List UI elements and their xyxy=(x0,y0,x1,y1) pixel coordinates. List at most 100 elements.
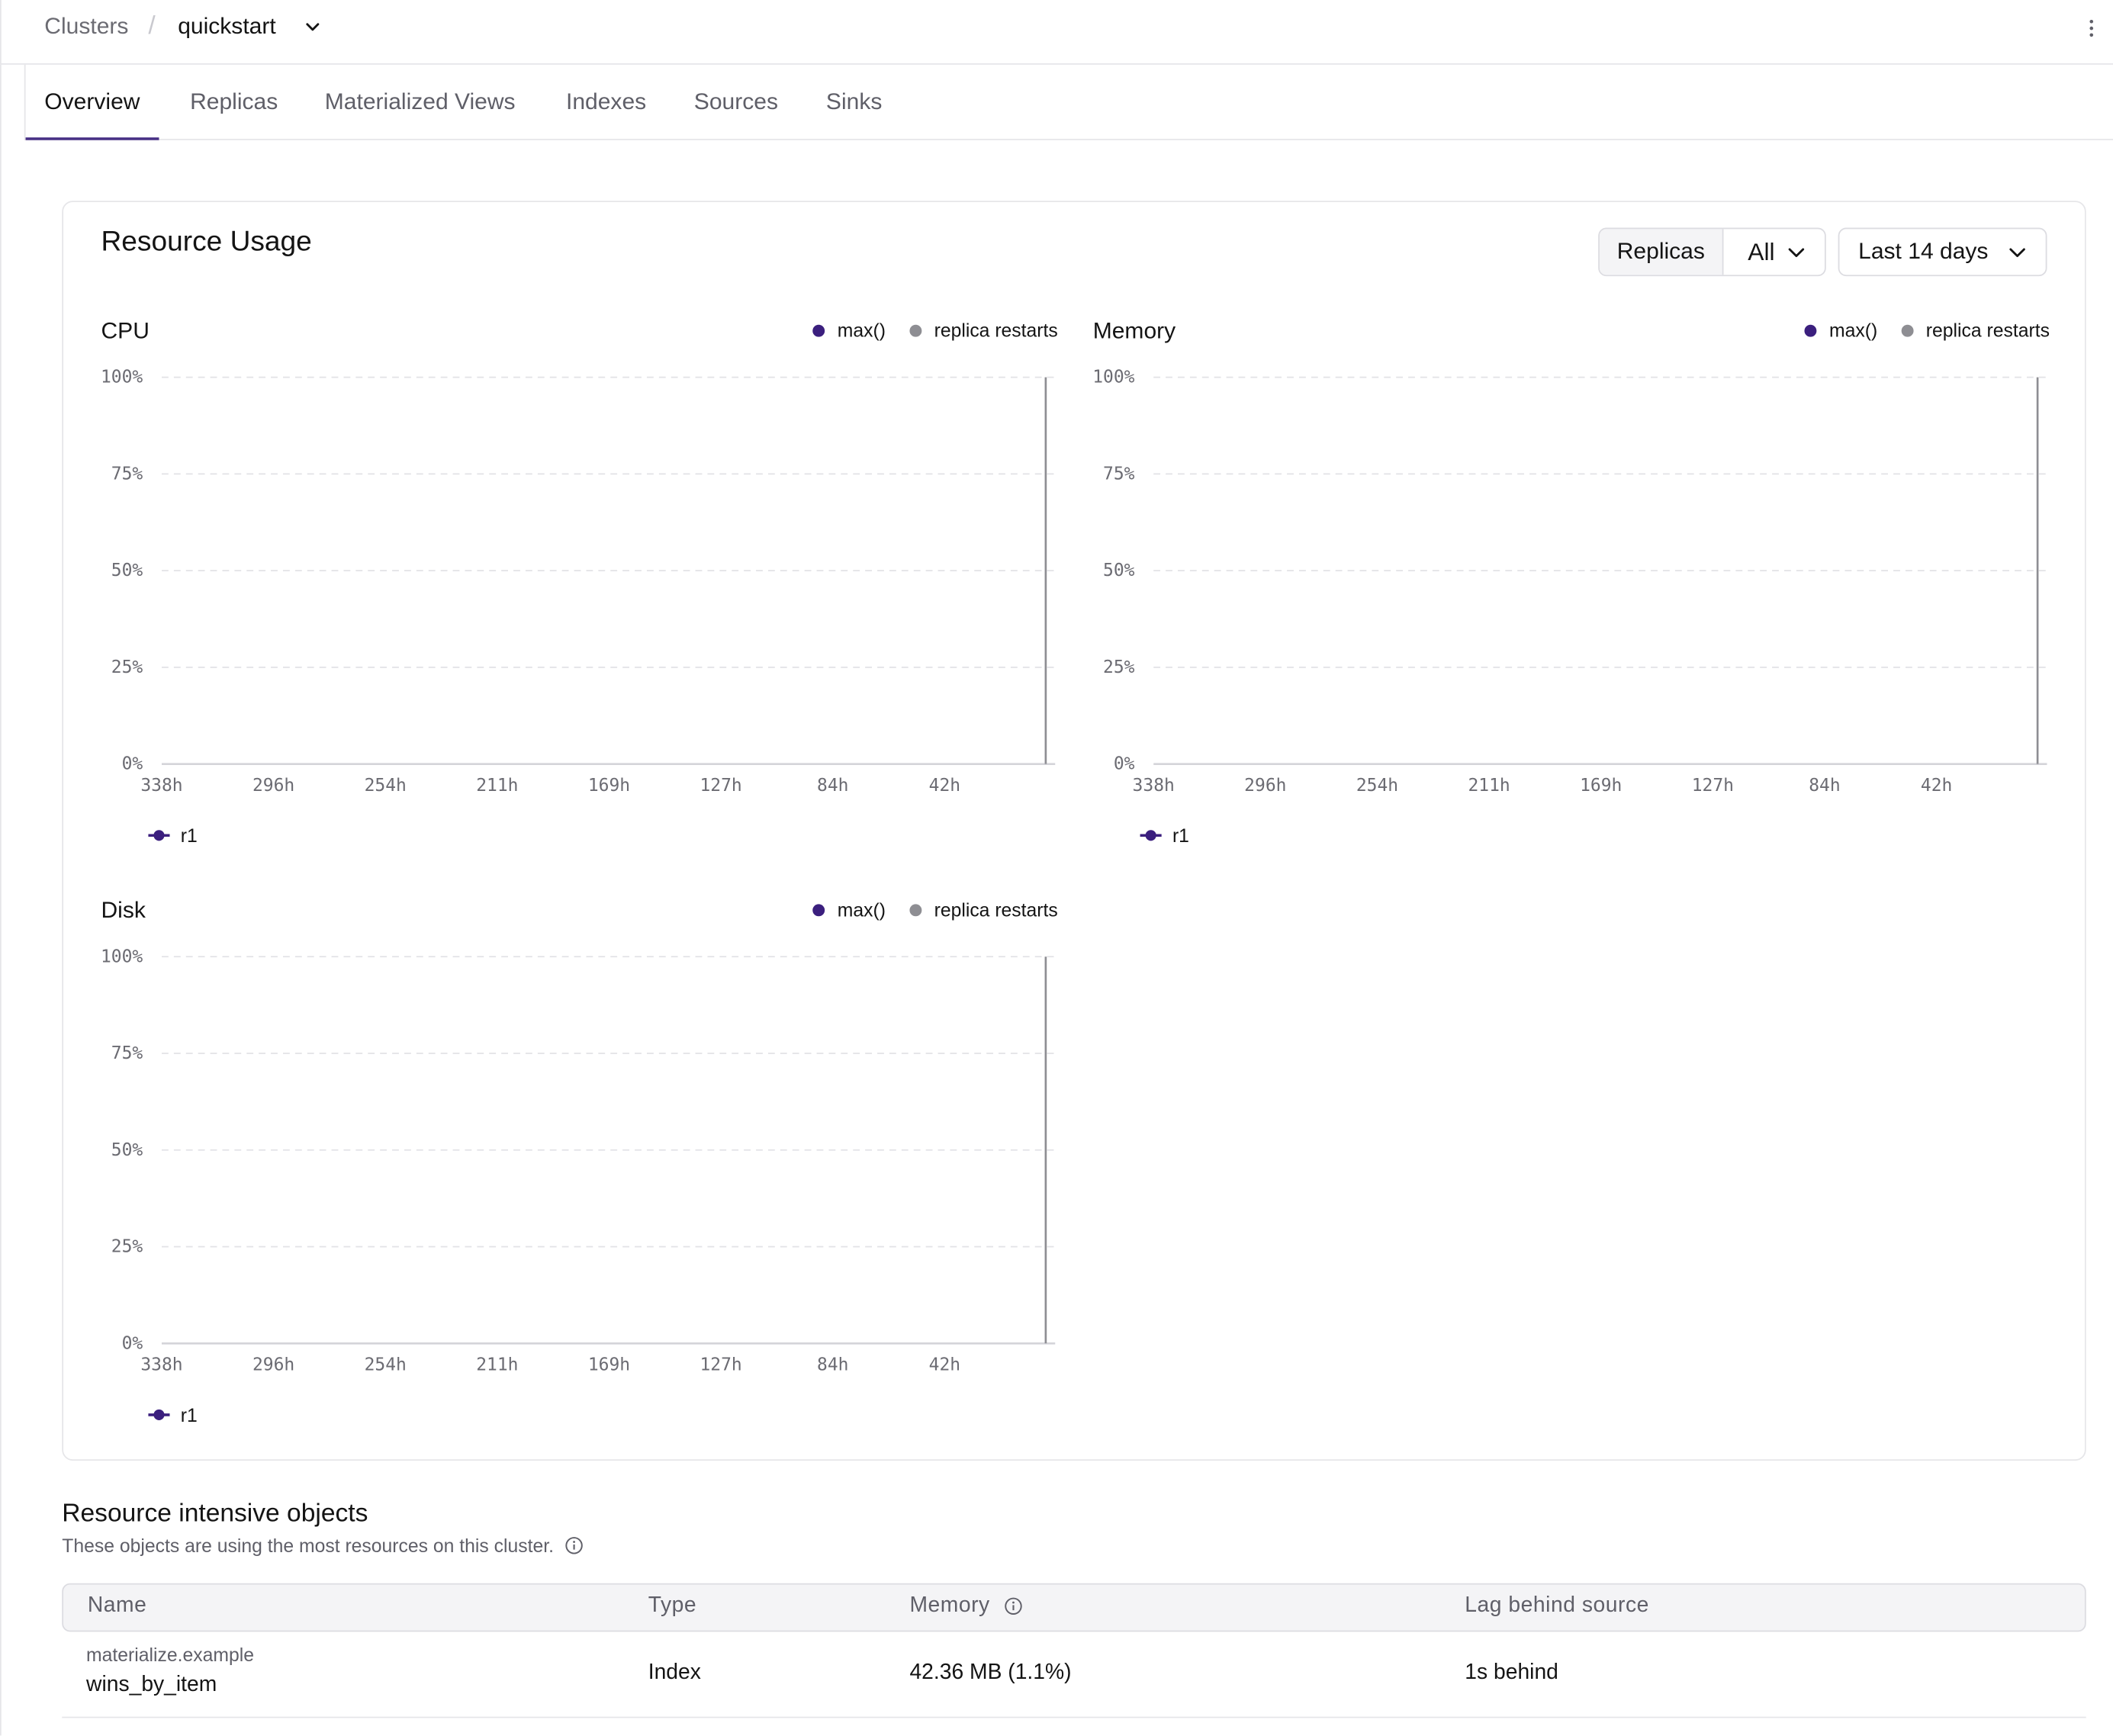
object-type: Index xyxy=(648,1661,701,1685)
column-header-memory-label: Memory xyxy=(909,1593,990,1617)
legend-item-restarts[interactable]: replica restarts xyxy=(909,899,1058,921)
x-tick-label: 169h xyxy=(1580,776,1622,796)
cpu-chart-plot: 100% 75% 50% 25% 0%338h 296h 254h 211h 169h 127h 8… xyxy=(101,368,1056,796)
replica-filter-label: Replicas xyxy=(1599,229,1724,275)
replica-line-icon xyxy=(148,830,170,841)
y-tick-label: 50% xyxy=(1103,561,1135,580)
resource-intensive-title: Resource intensive objects xyxy=(62,1500,368,1529)
y-tick-label: 0% xyxy=(1114,754,1135,774)
replica-legend-r1[interactable]: r1 xyxy=(1140,825,1189,846)
time-range-value: Last 14 days xyxy=(1858,238,1989,265)
replica-legend-label: r1 xyxy=(180,825,198,847)
time-range-select[interactable]: Last 14 days xyxy=(1838,227,2047,277)
memory-chart-panel: Memory max() replica restarts 100% 75% 50% 25%… xyxy=(1093,317,2050,856)
column-header-lag-label: Lag behind source xyxy=(1465,1593,1649,1617)
y-tick-label: 75% xyxy=(1103,464,1135,484)
memory-info-icon[interactable] xyxy=(1003,1596,1022,1615)
memory-chart-plot: 100% 75% 50% 25% 0%338h 296h 254h 211h 169h 127h 8… xyxy=(1093,368,2047,796)
tab-sinks[interactable]: Sinks xyxy=(825,88,883,115)
column-header-type-label: Type xyxy=(648,1593,697,1617)
y-tick-label: 100% xyxy=(101,947,143,966)
legend-dot-icon xyxy=(812,323,825,336)
cpu-chart-title: CPU xyxy=(101,317,150,344)
breadcrumb-cluster-name[interactable]: quickstart xyxy=(178,13,276,40)
legend-dot-icon xyxy=(1902,323,1914,336)
x-tick-label: 127h xyxy=(700,1355,741,1375)
object-schema: materialize.example xyxy=(86,1644,255,1666)
tab-overview[interactable]: Overview xyxy=(44,88,140,115)
page-left-border xyxy=(0,64,2,1736)
x-tick-label: 42h xyxy=(1921,776,1952,796)
cpu-chart-panel: CPU max() replica restarts 100% 75% 50% 25% 0% 3… xyxy=(101,317,1057,856)
x-tick-label: 296h xyxy=(252,1355,294,1375)
replica-legend-label: r1 xyxy=(180,1403,198,1426)
memory-chart-legend: max() replica restarts xyxy=(1805,320,2050,341)
y-tick-label: 0% xyxy=(122,754,143,774)
cpu-chart-legend: max() replica restarts xyxy=(812,319,1058,341)
breadcrumb-separator: / xyxy=(148,11,156,40)
x-tick-label: 211h xyxy=(476,1355,518,1375)
replica-legend-r1[interactable]: r1 xyxy=(148,1403,198,1426)
y-tick-label: 25% xyxy=(1103,657,1135,677)
resource-usage-title: Resource Usage xyxy=(101,226,312,258)
breadcrumb-clusters-link[interactable]: Clusters xyxy=(44,13,129,40)
replica-legend-r1[interactable]: r1 xyxy=(148,825,198,847)
x-tick-label: 84h xyxy=(1809,776,1840,796)
object-name-link[interactable]: wins_by_item xyxy=(86,1673,217,1697)
chevron-down-icon xyxy=(2009,248,2025,258)
y-tick-label: 100% xyxy=(1093,368,1135,387)
tab-materialized-views[interactable]: Materialized Views xyxy=(324,88,516,115)
memory-chart-title: Memory xyxy=(1092,317,1176,344)
x-tick-label: 42h xyxy=(929,776,960,796)
column-header-memory[interactable]: Memory xyxy=(909,1594,1022,1619)
disk-chart-legend: max() replica restarts xyxy=(812,899,1058,921)
legend-dot-icon xyxy=(812,903,825,916)
tab-sources[interactable]: Sources xyxy=(693,88,778,115)
objects-table-header xyxy=(62,1583,2086,1632)
column-header-name-label: Name xyxy=(87,1593,147,1617)
disk-chart-plot: 100% 75% 50% 25% 0%338h 296h 254h 211h 169h 127h 8… xyxy=(101,947,1056,1375)
column-header-type[interactable]: Type xyxy=(648,1594,696,1619)
y-tick-label: 50% xyxy=(111,1140,143,1160)
table-row-divider xyxy=(62,1716,2086,1718)
chevron-down-icon xyxy=(1788,248,1805,258)
y-tick-label: 25% xyxy=(111,657,143,677)
x-tick-label: 338h xyxy=(1133,776,1175,796)
x-tick-label: 84h xyxy=(817,1355,848,1375)
legend-label: max() xyxy=(837,319,886,341)
tab-replicas[interactable]: Replicas xyxy=(190,88,278,115)
legend-item-max[interactable]: max() xyxy=(812,319,886,341)
resource-usage-card xyxy=(62,201,2086,1461)
resource-intensive-description: These objects are using the most resourc… xyxy=(62,1535,584,1556)
legend-item-restarts[interactable]: replica restarts xyxy=(1902,320,2050,341)
column-header-name[interactable]: Name xyxy=(88,1594,147,1619)
legend-item-max[interactable]: max() xyxy=(1805,320,1877,341)
legend-label: max() xyxy=(837,899,886,921)
legend-dot-icon xyxy=(909,323,922,336)
legend-item-max[interactable]: max() xyxy=(812,899,886,921)
object-memory: 42.36 MB (1.1%) xyxy=(909,1661,1072,1685)
cluster-switcher-chevron-down-icon[interactable] xyxy=(302,16,323,44)
y-tick-label: 50% xyxy=(111,561,143,580)
y-tick-label: 75% xyxy=(111,464,143,484)
x-tick-label: 296h xyxy=(1244,776,1286,796)
top-bar xyxy=(0,0,2113,65)
y-tick-label: 0% xyxy=(122,1333,143,1353)
active-tab-indicator xyxy=(25,137,159,140)
legend-label: max() xyxy=(1828,319,1878,341)
x-tick-label: 254h xyxy=(365,1355,407,1375)
y-tick-label: 100% xyxy=(101,368,143,387)
replica-line-icon xyxy=(1140,830,1162,841)
info-icon[interactable] xyxy=(564,1536,584,1555)
column-header-lag[interactable]: Lag behind source xyxy=(1465,1594,1649,1619)
legend-item-restarts[interactable]: replica restarts xyxy=(909,320,1058,341)
x-tick-label: 211h xyxy=(1468,776,1510,796)
x-tick-label: 338h xyxy=(140,776,182,796)
x-tick-label: 169h xyxy=(588,776,630,796)
replica-select[interactable]: All xyxy=(1723,229,1824,275)
replica-filter: Replicas All xyxy=(1598,227,1826,277)
more-options-kebab-icon[interactable] xyxy=(2082,16,2101,47)
legend-label: replica restarts xyxy=(934,899,1058,921)
tab-indexes[interactable]: Indexes xyxy=(565,88,647,115)
x-tick-label: 296h xyxy=(252,776,294,796)
